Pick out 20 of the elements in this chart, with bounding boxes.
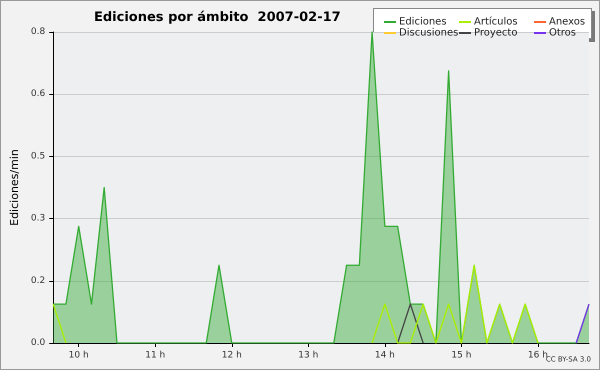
- legend-label: Otros: [549, 28, 576, 38]
- x-tick-label: 10 h: [68, 350, 89, 360]
- y-tick-label: 0.0: [30, 338, 46, 348]
- x-tick-label: 15 h: [451, 350, 472, 360]
- y-tick-label: 0.2: [30, 276, 46, 286]
- legend-label: Anexos: [549, 16, 586, 28]
- x-tick-label: 12 h: [222, 350, 242, 360]
- y-tick-label: 0.6: [30, 89, 46, 100]
- chart-title: Ediciones por ámbito 2007-02-17: [94, 10, 341, 25]
- y-tick-label: 0.8: [30, 27, 46, 37]
- y-tick-label: 0.5: [30, 151, 46, 162]
- legend-label: Artículos: [474, 16, 518, 28]
- legend-label: Proyecto: [474, 28, 518, 38]
- x-tick-label: 14 h: [374, 350, 395, 360]
- legend-label: Ediciones: [399, 16, 447, 28]
- y-tick-label: 0.3: [30, 214, 46, 224]
- y-axis-title: Ediciones/min: [8, 149, 21, 226]
- x-tick-label: 13 h: [298, 350, 318, 360]
- legend-label: Discusiones: [399, 28, 458, 38]
- x-tick-label: 11 h: [145, 350, 166, 360]
